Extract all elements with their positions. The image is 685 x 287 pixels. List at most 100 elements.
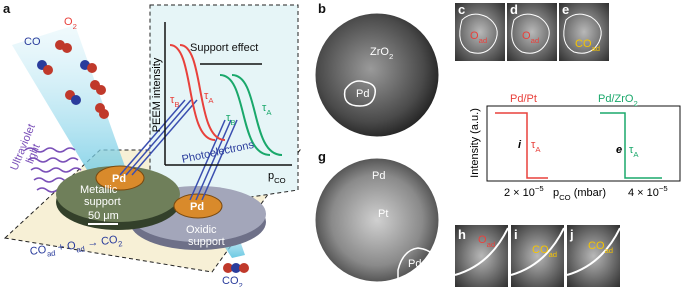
- text-part: CO: [100, 234, 118, 248]
- text-part: 50 μm: [88, 210, 119, 222]
- text-part: CO: [29, 244, 47, 258]
- green-curve: [219, 74, 271, 156]
- text-part: p: [268, 170, 274, 182]
- zro2-label: ZrO2: [370, 46, 393, 61]
- plot-axes: [164, 22, 292, 166]
- text-part: Support effect: [190, 42, 258, 54]
- peem-image: [455, 3, 505, 61]
- text-part: support: [188, 236, 225, 248]
- text-part: ZrO: [370, 46, 389, 58]
- text-part: O: [478, 234, 487, 246]
- peem-image: [559, 3, 609, 61]
- uv-label: Ultravioletlight: [8, 122, 49, 176]
- pd-zro2-step: [600, 112, 662, 179]
- text-part: CO: [274, 176, 286, 185]
- pd-pt-step: [495, 112, 548, 179]
- text-part: τ: [629, 144, 634, 156]
- series-label: Pd/ZrO2: [598, 93, 638, 108]
- metallic-support: [56, 166, 180, 222]
- text-part: →: [83, 236, 102, 250]
- text-part: c: [458, 2, 465, 17]
- text-part: −5: [659, 184, 668, 193]
- text-part: ad: [76, 244, 86, 254]
- text-part: ad: [531, 36, 540, 45]
- light-cone: [12, 25, 135, 205]
- text-part: CO: [575, 38, 592, 50]
- x-axis-label: pCO: [268, 170, 286, 185]
- tau: τB: [226, 112, 236, 127]
- atom: [231, 263, 241, 273]
- arrow: [195, 119, 232, 201]
- text-part: Pd: [356, 88, 369, 100]
- pd-particle: [95, 165, 145, 191]
- molecules: [37, 40, 249, 273]
- text-part: support: [84, 196, 121, 208]
- co2-label: CO2: [222, 275, 243, 287]
- atom: [43, 65, 53, 75]
- support-label: Oxidic: [186, 224, 217, 236]
- text-part: 4 × 10: [628, 187, 659, 199]
- plot-frame: [486, 105, 681, 182]
- panel-label: g: [318, 149, 326, 164]
- atom: [71, 95, 81, 105]
- panel-label: h: [458, 227, 466, 242]
- text-part: B: [174, 100, 179, 109]
- arrow: [201, 119, 238, 201]
- peem-image: [455, 225, 508, 287]
- pd-label: Pd: [408, 258, 421, 270]
- text-part: Pd: [112, 173, 126, 185]
- x-axis-label: pCO (mbar): [553, 187, 606, 202]
- edge-arc: [510, 227, 565, 276]
- species-label: Oad: [478, 234, 495, 249]
- text-part: Pd/Pt: [510, 93, 537, 105]
- edge-arc: [566, 227, 621, 276]
- red-curve: [179, 44, 226, 141]
- text-part: g: [318, 149, 326, 164]
- text-part: O: [64, 16, 73, 28]
- text-part: p: [553, 187, 559, 199]
- text-part: Pd: [372, 170, 385, 182]
- text-part: PEEM intensity: [151, 57, 163, 132]
- text-part: i: [514, 227, 518, 242]
- pd-label: Pd: [356, 88, 369, 100]
- text-part: 2: [117, 239, 122, 249]
- panel-label: e: [562, 2, 569, 17]
- red-curve: [169, 44, 216, 141]
- text-part: Oxidic: [186, 224, 217, 236]
- text-part: ad: [605, 246, 614, 255]
- text-part: Pt: [378, 208, 388, 220]
- wave: [30, 167, 82, 173]
- text-part: τ: [262, 102, 267, 114]
- co-label: CO: [24, 36, 41, 48]
- edge-arc: [454, 227, 509, 276]
- text-part: j: [569, 227, 574, 242]
- support-label: support: [188, 236, 225, 248]
- text-part: h: [458, 227, 466, 242]
- pt-label: Pt: [378, 208, 388, 220]
- text-part: ad: [549, 250, 558, 259]
- text-part: O: [522, 30, 531, 42]
- text-part: A: [266, 108, 272, 117]
- tick-label: 2 × 10−5: [504, 184, 544, 199]
- panel-label: i: [514, 227, 518, 242]
- text-part: e: [616, 144, 622, 156]
- text-part: 2: [389, 52, 393, 61]
- species-label: Oad: [470, 30, 487, 45]
- text-part: τ: [204, 90, 209, 102]
- text-part: b: [318, 1, 326, 16]
- text-part: A: [535, 145, 541, 154]
- text-part: Pd: [408, 258, 421, 270]
- text-part: τ: [226, 112, 231, 124]
- text-part: Pd: [190, 201, 204, 213]
- species-label: COad: [532, 244, 557, 259]
- species-label: Oad: [522, 30, 539, 45]
- text-part: B: [230, 118, 235, 127]
- pd-label: Pd: [112, 173, 126, 185]
- peem-image: [507, 3, 557, 61]
- text-part: ad: [46, 248, 56, 258]
- text-part: O: [470, 30, 479, 42]
- pd-label: Pd: [190, 201, 204, 213]
- tau: τB: [170, 94, 180, 109]
- wave: [27, 157, 79, 163]
